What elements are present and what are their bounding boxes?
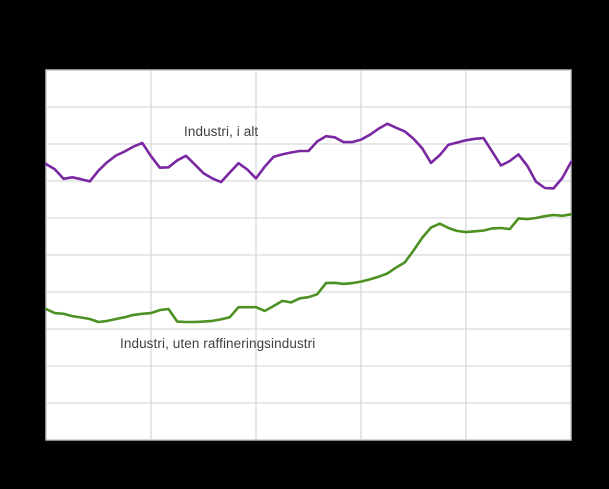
series-label-industri-i-alt: Industri, i alt (184, 124, 259, 139)
series-label-industri-uten-raffineringsindustri: Industri, uten raffineringsindustri (120, 336, 316, 351)
series-line-1 (44, 213, 573, 324)
series-line-0 (44, 122, 573, 190)
